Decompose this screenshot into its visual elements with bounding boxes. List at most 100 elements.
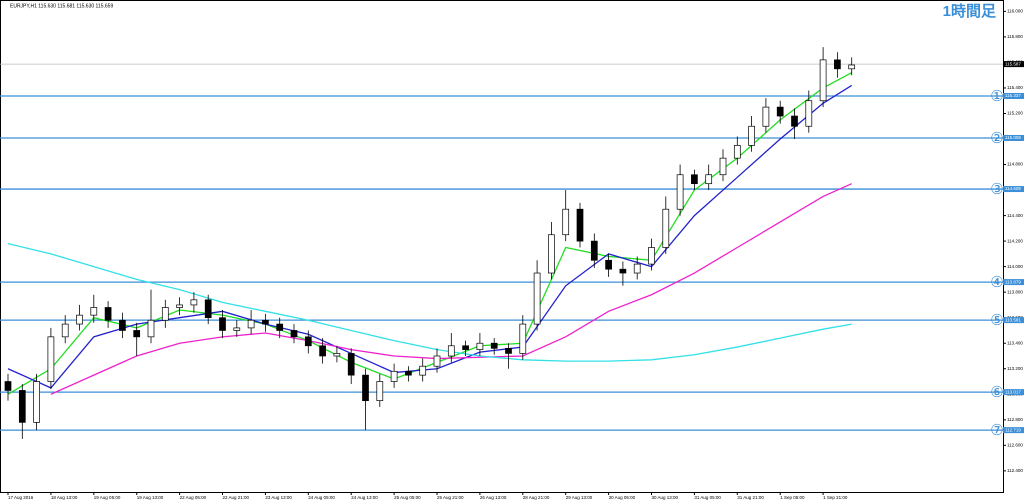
candle-body	[762, 106, 770, 127]
candle-body	[691, 174, 698, 185]
y-tick-label: 115.400	[1007, 85, 1023, 90]
candle-body	[834, 59, 841, 70]
candle-body	[347, 353, 355, 376]
candle-body	[204, 299, 212, 319]
level-price-tag	[1003, 389, 1024, 396]
x-tick-label: 1 Sep 21:00	[823, 495, 848, 500]
candle-body	[133, 330, 141, 338]
candle-body	[590, 240, 598, 261]
y-tick-label: 113.200	[1007, 366, 1023, 371]
candle-body	[519, 323, 527, 354]
y-tick-label: 115.800	[1007, 34, 1023, 39]
candle-body	[533, 272, 541, 325]
chart-title: EURJPY,H1 115.630 115.681 115.630 115.65…	[10, 3, 113, 9]
level-number: ⑦	[990, 422, 1003, 439]
y-tick-label: 112.400	[1007, 468, 1023, 473]
candle-body	[662, 208, 670, 248]
candle-body	[705, 174, 713, 185]
level-price-tag	[1003, 93, 1024, 100]
candle-body	[462, 345, 469, 350]
level-price-label: 113.581	[1005, 317, 1021, 322]
candle-body	[276, 323, 284, 331]
x-tick-label: 24 Aug 13:00	[351, 495, 378, 500]
level-price-tag	[1003, 279, 1024, 286]
candle-body	[819, 59, 827, 102]
candle-body	[805, 100, 813, 127]
level-number: ①	[990, 88, 1003, 105]
x-tick-label: 22 Aug 21:00	[223, 495, 250, 500]
x-tick-label: 28 Aug 21:00	[523, 495, 550, 500]
candle-body	[548, 234, 555, 274]
candle-body	[562, 208, 570, 236]
candle-body	[90, 307, 98, 316]
candle-body	[476, 342, 484, 350]
y-tick-label: 112.800	[1007, 417, 1023, 422]
candle-body	[505, 347, 512, 354]
level-price-tag	[1003, 134, 1024, 141]
candle-body	[76, 314, 83, 325]
x-tick-label: 18 Aug 13:00	[51, 495, 78, 500]
candle-body	[61, 323, 69, 338]
candle-body	[648, 247, 655, 265]
candle-body	[333, 353, 341, 357]
candle-body	[47, 336, 55, 382]
plot-frame	[0, 0, 1004, 493]
level-price-tag	[1003, 186, 1024, 193]
level-price-label: 113.017	[1005, 389, 1021, 394]
x-tick-label: 31 Aug 05:00	[694, 495, 721, 500]
candle-body	[419, 365, 427, 376]
x-tick-label: 23 Aug 13:00	[265, 495, 292, 500]
candle-body	[319, 345, 326, 357]
candle-body	[147, 319, 155, 338]
candle-body	[4, 381, 12, 391]
y-tick-label: 114.800	[1007, 162, 1023, 167]
candle-body	[748, 125, 755, 146]
x-tick-label: 19 Aug 05:00	[94, 495, 121, 500]
x-tick-label: 30 Aug 13:00	[652, 495, 679, 500]
x-tick-label: 29 Aug 13:00	[566, 495, 593, 500]
candle-body	[190, 299, 198, 306]
y-tick-label: 115.200	[1007, 111, 1023, 116]
level-number: ④	[990, 274, 1003, 291]
level-price-label: 113.879	[1005, 279, 1021, 284]
candle-body	[376, 381, 384, 402]
level-number: ⑤	[990, 312, 1003, 329]
moving-average	[50, 183, 852, 395]
level-price-label: 112.719	[1005, 427, 1021, 432]
candle-body	[676, 174, 684, 210]
candle-body	[219, 317, 226, 331]
current-price-label: 115.587	[1005, 61, 1021, 66]
candle-body	[576, 208, 584, 242]
candle-body	[848, 64, 856, 70]
level-number: ③	[990, 181, 1003, 198]
candle-body	[490, 342, 498, 349]
candle-body	[605, 259, 612, 270]
y-tick-label: 113.400	[1007, 340, 1023, 345]
candle-body	[33, 381, 40, 423]
timeframe-label: 1時間足	[943, 2, 997, 20]
candle-body	[290, 330, 298, 338]
y-tick-label: 116.000	[1007, 9, 1023, 14]
y-tick-label: 114.000	[1007, 264, 1023, 269]
level-price-label: 115.008	[1005, 135, 1021, 140]
candle-body	[233, 327, 241, 331]
level-price-tag	[1003, 427, 1024, 434]
candle-body	[104, 307, 112, 321]
candle-body	[791, 115, 798, 127]
candle-body	[176, 304, 183, 308]
candle-body	[776, 106, 784, 117]
x-tick-label: 25 Aug 05:00	[394, 495, 421, 500]
candle-body	[619, 268, 627, 274]
x-tick-label: 1 Sep 05:00	[780, 495, 805, 500]
candle-body	[633, 263, 641, 274]
level-number: ⑥	[990, 384, 1003, 401]
candle-body	[247, 319, 255, 329]
x-tick-label: 24 Aug 05:00	[308, 495, 335, 500]
x-tick-label: 30 Aug 05:00	[609, 495, 636, 500]
y-tick-label: 114.200	[1007, 238, 1023, 243]
candle-body	[362, 374, 369, 402]
x-tick-label: 19 Aug 13:00	[137, 495, 164, 500]
y-tick-label: 112.600	[1007, 443, 1023, 448]
candle-body	[390, 370, 398, 382]
